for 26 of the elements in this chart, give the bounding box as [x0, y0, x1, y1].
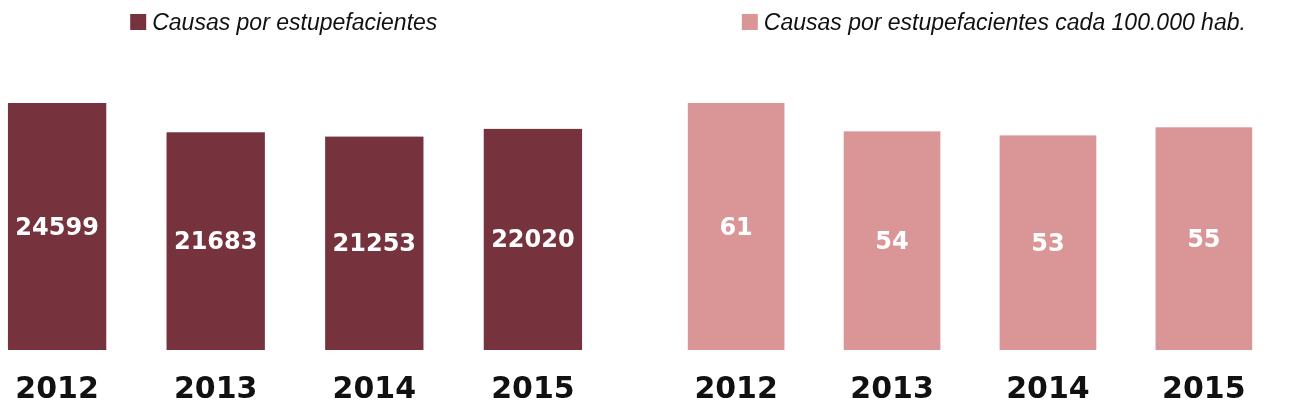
bar: [687, 103, 785, 350]
bar: [843, 131, 941, 350]
data-label: 21253: [332, 229, 417, 258]
x-tick-label: 2014: [1006, 370, 1090, 405]
x-tick-label: 2013: [173, 370, 258, 405]
data-label: 55: [1187, 224, 1221, 253]
data-label: 53: [1031, 228, 1065, 257]
data-label: 21683: [173, 227, 258, 256]
x-tick-label: 2012: [15, 370, 99, 405]
data-label: 54: [875, 226, 909, 255]
bar: [166, 132, 265, 350]
bar: [1155, 127, 1253, 350]
x-tick-label: 2015: [491, 370, 575, 405]
data-label: 24599: [15, 212, 99, 241]
x-tick-label: 2013: [850, 370, 934, 405]
x-tick-label: 2012: [694, 370, 778, 405]
x-tick-label: 2014: [332, 370, 417, 405]
bar: [325, 136, 424, 350]
legend-label: Causas por estupefacientes cada 100.000 hab.: [763, 9, 1246, 35]
data-label: 22020: [491, 225, 575, 254]
bar: [7, 103, 107, 350]
bar: [483, 128, 583, 350]
bar: [999, 135, 1097, 350]
x-tick-label: 2015: [1162, 370, 1246, 405]
legend-label: Causas por estupefacientes: [152, 9, 438, 35]
data-label: 61: [719, 212, 753, 241]
